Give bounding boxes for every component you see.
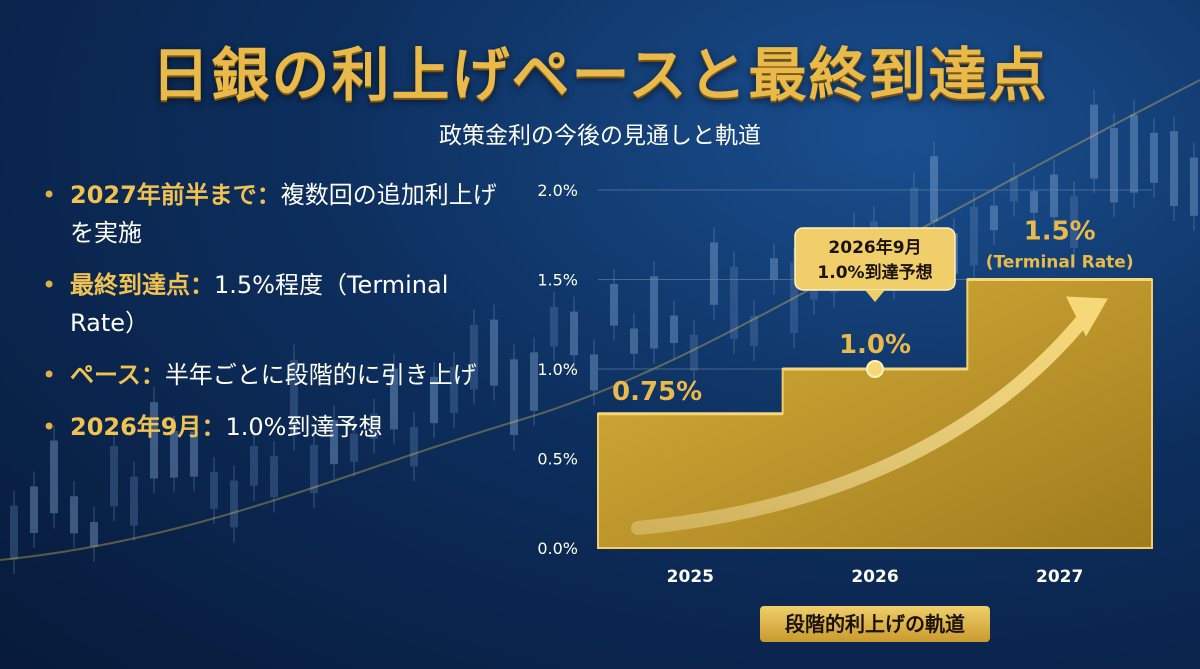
candle-body [210,471,218,509]
candle-body [970,207,978,266]
candle-body [450,366,458,414]
trend-line [0,79,1200,561]
candle-body [30,486,38,534]
x-tick-label: 2026 [851,567,898,587]
bullet-dot: • [42,361,57,389]
bullet-item: • 2026年9月：1.0%到達予想 [40,408,510,446]
y-tick-label: 2.0% [537,181,578,200]
candle-body [50,440,58,514]
page-subtitle: 政策金利の今後の見通しと軌道 [439,123,761,149]
x-tick-label: 2025 [667,567,714,587]
page-title: 日銀の利上げペースと最終到達点 [151,41,1049,109]
candle-body [310,444,318,494]
bullet-item: • 最終到達点：1.5%程度（Terminal Rate） [40,266,510,342]
candle-body [510,359,518,435]
callout-line: 1.0%到達予想 [817,262,932,283]
candle-body [370,413,378,440]
candle-body [1110,128,1118,203]
candle-body [670,315,678,344]
candle-body [1070,196,1078,248]
candle-body [750,315,758,346]
bullet-item: • 2027年前半まで：複数回の追加利上げを実施 [40,176,510,252]
y-tick-label: 1.0% [537,360,578,379]
candle-body [790,262,798,333]
candle-body [690,334,698,371]
candle-body [650,276,658,349]
candle-body [1030,191,1038,213]
candle-body [770,258,778,280]
bullet-sep: ： [256,181,281,209]
terminal-note: (Terminal Rate) [986,253,1134,273]
x-tick-label: 2027 [1036,567,1083,587]
candle-body [330,420,338,465]
candle-body [10,505,18,560]
candle-body [1130,114,1138,193]
candle-body [990,205,998,231]
bullet-text: 1.0%到達予想 [225,413,383,441]
arrow-head [1066,296,1108,337]
bullet-sep: ： [201,413,226,441]
milestone-dot [866,360,884,378]
data-label: 1.5% [1024,217,1096,247]
candle-body [70,496,78,534]
candle-body [630,328,638,354]
candle-body [110,445,118,507]
chart-caption: 段階的利上げの軌道 [760,606,990,642]
candle-body [170,431,178,478]
candle-body [390,368,398,430]
candle-body [910,187,918,237]
data-label: 1.0% [839,330,911,360]
bullet-key: 2027年前半まで [70,181,257,209]
candle-body [1090,104,1098,179]
bullet-key: 2026年9月 [70,413,202,441]
bullet-dot: • [42,181,57,209]
bullet-text: 1.5%程度（Terminal Rate） [70,271,449,337]
bullet-text: 複数回の追加利上げを実施 [70,181,497,247]
rate-step-chart: 0.0% 0.5% 1.0% 1.5% 2.0% 2025 2026 2027 0.75% 1.0… [537,181,1153,587]
bullet-item: • ペース：半年ごとに段階的に引き上げ [40,356,510,394]
bullet-text: 半年ごとに段階的に引き上げ [164,361,477,389]
bullet-list: • 2027年前半まで：複数回の追加利上げを実施 • 最終到達点：1.5%程度（… [40,176,510,460]
candle-body [530,352,538,411]
candle-body [150,402,158,479]
candle-body [1050,174,1058,218]
candle-body [250,445,258,486]
growth-arrow [631,301,1099,535]
candle-body [1190,157,1198,216]
y-tick-label: 0.5% [537,450,578,469]
candle-body [930,156,938,222]
callout-line: 2026年9月 [828,237,921,258]
candle-body [410,426,418,467]
candle-body [130,476,138,526]
candle-body [230,480,238,528]
bullet-key: 最終到達点 [70,271,190,299]
candles-group [10,89,1198,575]
candle-body [190,431,198,477]
candle-body [570,311,578,356]
candle-body [430,376,438,424]
candle-body [270,456,278,498]
candle-body [550,307,558,347]
candle-body [610,283,618,326]
candle-body [90,522,98,547]
candle-body [730,266,738,339]
y-tick-label: 0.0% [537,539,578,558]
candle-body [470,324,478,390]
candle-body [710,242,718,305]
candle-body [1170,131,1178,206]
candle-body [1150,132,1158,183]
candle-body [590,354,598,391]
callout-pointer [865,290,885,302]
bullet-dot: • [42,413,57,441]
candle-body [350,433,358,462]
candle-body [290,359,298,436]
bullet-key: ペース [70,361,141,389]
candle-body [490,319,498,386]
bullet-dot: • [42,271,57,299]
data-label: 0.75% [612,377,702,407]
bullet-sep: ： [190,271,214,299]
bullet-sep: ： [140,361,165,389]
y-tick-label: 1.5% [537,271,578,290]
